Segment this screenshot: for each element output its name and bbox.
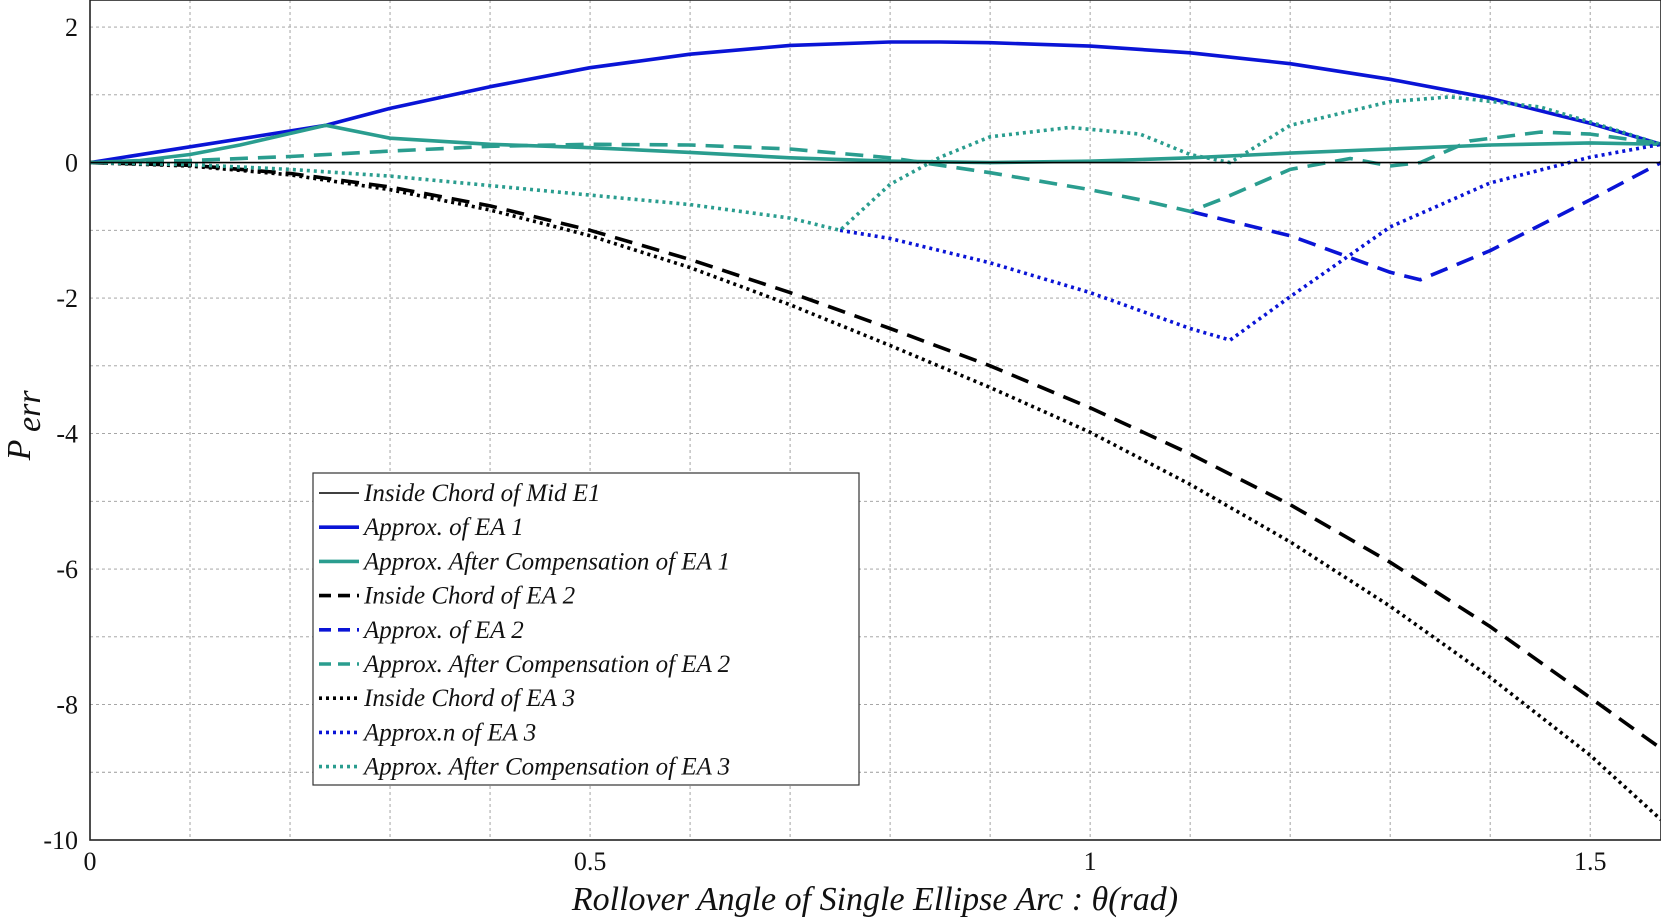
- legend: Inside Chord of Mid E1 Approx. of EA 1 App…: [312, 472, 860, 786]
- legend-label: Approx. After Compensation of EA 2: [362, 651, 730, 678]
- legend-box: [312, 472, 860, 786]
- grid: [90, 0, 1661, 840]
- x-tick-label: 1.5: [1574, 847, 1607, 876]
- y-axis-label: P err: [1, 390, 48, 462]
- series-line-6: [89, 130, 1661, 214]
- y-tick-label: 0: [65, 149, 78, 178]
- y-axis-label-main: P: [1, 440, 38, 462]
- y-tick-label: -4: [56, 420, 78, 449]
- y-tick-label: -6: [56, 555, 78, 584]
- y-tick-label: 2: [65, 13, 78, 42]
- series-line-4: [89, 160, 1661, 750]
- legend-label: Approx.n of EA 3: [362, 719, 536, 746]
- series-line-2: [89, 40, 1661, 165]
- plot-frame: [89, 0, 1661, 841]
- y-tick-label: -10: [43, 826, 78, 855]
- series-line-7: [89, 160, 1661, 822]
- x-axis-label: Rollover Angle of Single Ellipse Arc : θ…: [571, 881, 1178, 918]
- series-line-5: [1189, 161, 1661, 282]
- legend-label: Approx. After Compensation of EA 1: [362, 548, 730, 575]
- series-group: [89, 40, 1661, 822]
- x-tick-label: 0.5: [574, 847, 607, 876]
- y-tick-label: -8: [56, 691, 78, 720]
- legend-label: Approx. of EA 2: [362, 617, 524, 644]
- x-tick-label: 0: [84, 847, 97, 876]
- legend-label: Approx. of EA 1: [362, 514, 524, 541]
- series-line-3: [89, 123, 1661, 165]
- series-line-9: [89, 95, 1661, 233]
- legend-label: Approx. After Compensation of EA 3: [362, 754, 730, 781]
- legend-label: Inside Chord of Mid E1: [363, 480, 601, 507]
- y-axis-label-sub: err: [11, 390, 48, 432]
- legend-label: Inside Chord of EA 2: [363, 583, 575, 610]
- series-line-8: [839, 142, 1661, 342]
- x-tick-label: 1: [1084, 847, 1097, 876]
- legend-label: Inside Chord of EA 3: [363, 685, 575, 712]
- tick-labels: 0 0.5 1 1.5 2 0 -2 -4 -6 -8 -10: [43, 13, 1606, 876]
- y-tick-label: -2: [56, 284, 78, 313]
